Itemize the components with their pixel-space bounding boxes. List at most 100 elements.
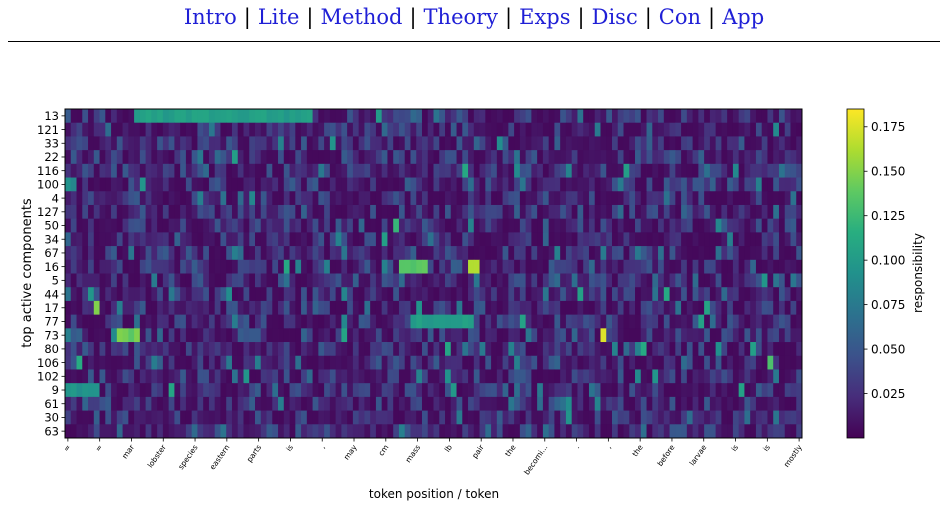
heatmap-cell <box>191 246 198 261</box>
heatmap-cell <box>157 300 164 316</box>
heatmap-cell <box>686 410 693 425</box>
heatmap-cell <box>295 136 302 151</box>
nav-link-method[interactable]: Method <box>320 5 403 29</box>
heatmap-cell <box>514 328 521 343</box>
heatmap-cell <box>750 150 757 165</box>
heatmap-cell <box>623 273 630 288</box>
heatmap-cell <box>243 342 250 357</box>
heatmap-cell <box>611 355 619 370</box>
heatmap-cell <box>462 328 469 343</box>
nav-link-exps[interactable]: Exps <box>519 5 571 29</box>
heatmap-cell <box>658 259 665 274</box>
heatmap-cell <box>433 342 440 357</box>
nav-link-disc[interactable]: Disc <box>591 5 638 29</box>
heatmap-cell <box>588 232 596 247</box>
heatmap-cell <box>122 314 129 329</box>
heatmap-cell <box>283 163 290 178</box>
heatmap-cell <box>468 383 475 398</box>
heatmap-cell <box>698 191 705 206</box>
heatmap-cell <box>646 396 653 411</box>
nav-link-app[interactable]: App <box>722 5 765 29</box>
heatmap-cell <box>404 369 411 384</box>
heatmap-cell <box>128 122 135 137</box>
heatmap-cell <box>456 342 463 357</box>
heatmap-cell <box>295 191 302 206</box>
heatmap-cell <box>433 232 440 247</box>
heatmap-cell <box>491 369 498 384</box>
nav-link-intro[interactable]: Intro <box>183 5 237 29</box>
heatmap-cell <box>755 314 763 329</box>
heatmap-cell <box>421 122 429 137</box>
heatmap-cell <box>410 191 417 206</box>
heatmap-cell <box>82 314 89 329</box>
heatmap-cell <box>145 287 152 302</box>
heatmap-cell <box>116 410 123 425</box>
heatmap-cell <box>629 259 636 274</box>
heatmap-cell <box>237 383 244 398</box>
heatmap-cell <box>272 122 279 137</box>
heatmap-cell <box>318 355 325 370</box>
heatmap-cell <box>231 259 239 274</box>
heatmap-cell <box>151 191 158 206</box>
heatmap-cell <box>485 136 492 151</box>
heatmap-cell <box>571 410 578 425</box>
heatmap-cell <box>560 355 567 370</box>
heatmap-cell <box>197 136 204 151</box>
heatmap-cell <box>381 204 388 220</box>
heatmap-cell <box>565 287 573 302</box>
heatmap-cell <box>773 383 780 398</box>
heatmap-cell <box>560 410 567 425</box>
heatmap-cell <box>617 163 624 178</box>
heatmap-cell <box>139 109 147 124</box>
heatmap-cell <box>767 177 774 192</box>
heatmap-cell <box>681 150 688 165</box>
heatmap-cell <box>237 369 244 384</box>
heatmap-cell <box>732 246 740 261</box>
heatmap-cell <box>681 383 688 398</box>
heatmap-cell <box>347 342 354 357</box>
heatmap-cell <box>502 136 509 151</box>
heatmap-cell <box>732 136 740 151</box>
heatmap-cell <box>93 355 100 370</box>
heatmap-cell <box>767 232 774 247</box>
heatmap-cell <box>537 300 544 316</box>
heatmap-cell <box>583 273 590 288</box>
heatmap-cell <box>375 246 383 261</box>
heatmap-cell <box>255 287 262 302</box>
heatmap-cell <box>450 109 457 124</box>
heatmap-cell <box>496 355 503 370</box>
heatmap-cell <box>65 287 72 302</box>
heatmap-cell <box>243 177 250 192</box>
heatmap-cell <box>508 383 515 398</box>
nav-link-con[interactable]: Con <box>658 5 702 29</box>
heatmap-cell <box>301 109 308 124</box>
heatmap-cell <box>778 163 786 178</box>
heatmap-cell <box>675 232 682 247</box>
nav-link-lite[interactable]: Lite <box>257 5 300 29</box>
heatmap-cell <box>767 273 774 288</box>
heatmap-cell <box>220 122 227 137</box>
heatmap-cell <box>514 342 521 357</box>
heatmap-cell <box>456 328 463 343</box>
heatmap-cell <box>387 355 394 370</box>
heatmap-cell <box>191 273 198 288</box>
heatmap-cell <box>531 246 538 261</box>
heatmap-cell <box>709 232 717 247</box>
heatmap-cell <box>88 204 95 220</box>
heatmap-cell <box>784 259 791 274</box>
heatmap-cell <box>278 300 285 316</box>
heatmap-cell <box>364 369 371 384</box>
heatmap-cell <box>185 328 193 343</box>
heatmap-cell <box>410 109 417 124</box>
heatmap-cell <box>116 287 123 302</box>
heatmap-cell <box>266 136 273 151</box>
heatmap-cell <box>473 177 480 192</box>
heatmap-cell <box>421 410 429 425</box>
heatmap-cell <box>145 177 152 192</box>
nav-link-theory[interactable]: Theory <box>423 5 499 29</box>
heatmap-cell <box>698 246 705 261</box>
heatmap-cell <box>514 204 521 220</box>
heatmap-cell <box>341 136 348 151</box>
heatmap-cell <box>145 314 152 329</box>
heatmap-cell <box>208 246 216 261</box>
